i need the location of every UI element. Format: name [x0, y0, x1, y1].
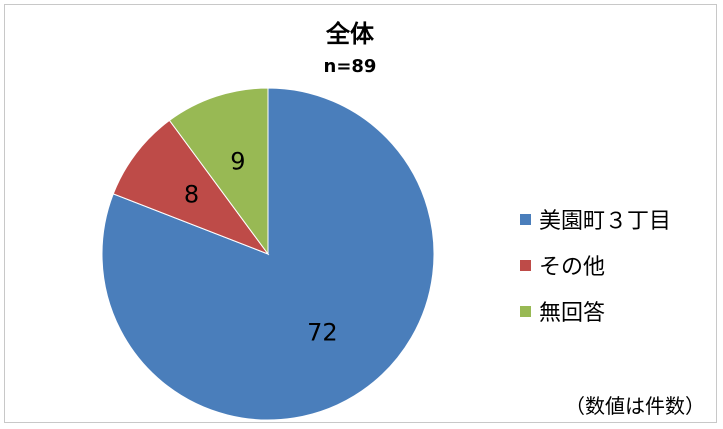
- chart-note: （数値は件数）: [565, 394, 705, 418]
- legend-label-0: 美園町３丁目: [539, 209, 672, 234]
- legend-label-2: 無回答: [539, 301, 606, 326]
- legend-swatch-0: [520, 213, 531, 225]
- chart-legend: 美園町３丁目 その他無回答: [520, 196, 710, 334]
- slice-value-label-2: 9: [230, 148, 245, 176]
- slice-value-label-1: 8: [184, 181, 199, 209]
- legend-item-0: 美園町３丁目: [520, 196, 710, 242]
- slice-value-label-0: 72: [307, 318, 338, 346]
- legend-item-1: その他: [520, 242, 710, 288]
- legend-item-2: 無回答: [520, 288, 710, 334]
- pie-slice-1: [112, 119, 270, 256]
- legend-swatch-2: [520, 305, 531, 317]
- chart-title: 全体: [326, 20, 374, 48]
- legend-label-1: その他: [539, 255, 606, 280]
- legend-swatch-1: [520, 259, 531, 271]
- pie-slice-2: [168, 87, 269, 256]
- chart-subtitle: n=89: [323, 56, 377, 77]
